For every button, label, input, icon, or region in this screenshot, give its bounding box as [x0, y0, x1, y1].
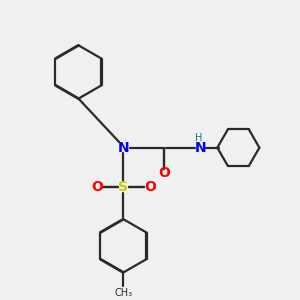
Text: S: S	[118, 180, 128, 194]
Text: O: O	[144, 180, 156, 194]
Text: O: O	[91, 180, 103, 194]
Text: N: N	[118, 141, 129, 155]
Text: O: O	[158, 166, 170, 180]
Text: N: N	[195, 141, 206, 155]
Text: H: H	[195, 133, 203, 143]
Text: CH₃: CH₃	[114, 289, 132, 298]
